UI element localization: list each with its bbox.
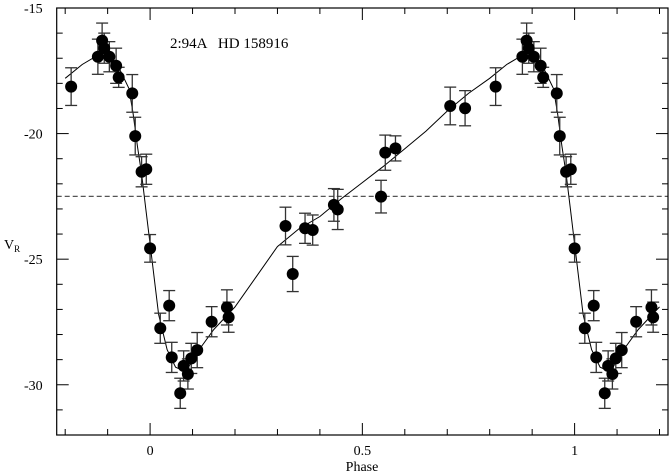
error-bars (65, 22, 660, 410)
axis-ticks (56, 7, 668, 436)
y-tick-label: -25 (24, 253, 43, 268)
data-point (645, 301, 658, 314)
data-point (550, 87, 563, 100)
data-point (459, 102, 472, 115)
data-point (527, 50, 540, 63)
plot-frame (56, 7, 669, 436)
data-point (444, 99, 457, 112)
data-point (174, 387, 187, 400)
data-point (647, 311, 660, 324)
data-point (163, 299, 176, 312)
tick-labels: 0 0.5 1 -15 -20 -25 -30 (24, 2, 578, 459)
data-point (91, 50, 104, 63)
data-point (191, 344, 204, 357)
y-axis-label-subscript: R (14, 244, 20, 254)
data-point (609, 352, 622, 365)
data-point (564, 163, 577, 176)
data-point (489, 80, 502, 93)
chart-title: 2:94A HD 158916 (170, 36, 289, 52)
data-point (630, 315, 643, 328)
data-point (590, 351, 603, 364)
data-point (598, 387, 611, 400)
data-point (220, 301, 233, 314)
data-point (181, 367, 194, 380)
data-point (286, 267, 299, 280)
data-point (331, 203, 344, 216)
x-tick-label: 1 (571, 444, 578, 459)
data-point (379, 146, 392, 159)
data-point (568, 242, 581, 255)
data-point (516, 50, 529, 63)
data-point (126, 87, 139, 100)
y-tick-label: -20 (24, 128, 43, 143)
data-point (112, 71, 125, 84)
data-point (389, 142, 402, 155)
data-point (165, 351, 178, 364)
fit-curve (64, 55, 660, 372)
data-points (65, 34, 660, 400)
data-point (205, 315, 218, 328)
data-point (587, 299, 600, 312)
data-point (375, 190, 388, 203)
data-point (306, 224, 319, 237)
y-tick-label: -30 (24, 379, 43, 394)
data-point (222, 311, 235, 324)
x-tick-label: 0 (147, 444, 154, 459)
data-point (154, 322, 167, 335)
data-point (279, 220, 292, 233)
y-axis-label-main: V (4, 238, 14, 253)
data-point (185, 352, 198, 365)
y-axis-label: VR (4, 238, 20, 254)
data-point (553, 130, 566, 143)
x-axis-label: Phase (346, 460, 379, 474)
y-tick-label: -15 (24, 2, 43, 17)
data-point (615, 344, 628, 357)
data-point (103, 50, 116, 63)
data-point (144, 242, 157, 255)
data-point (534, 59, 547, 72)
data-point (65, 80, 78, 93)
data-point (606, 367, 619, 380)
data-point (140, 163, 153, 176)
data-point (537, 71, 550, 84)
data-point (110, 59, 123, 72)
data-point (129, 130, 142, 143)
data-point (578, 322, 591, 335)
x-tick-label: 0.5 (354, 444, 372, 459)
